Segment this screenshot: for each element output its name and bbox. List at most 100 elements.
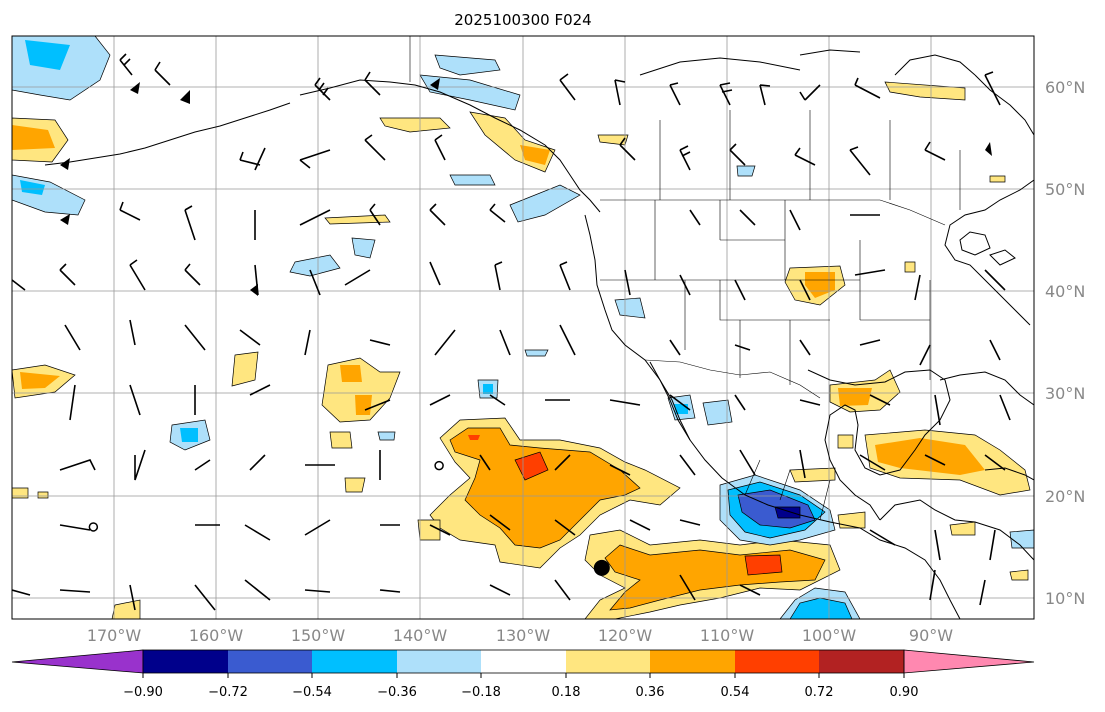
- contour-negative: [702, 399, 733, 426]
- wind-barb: [559, 261, 571, 291]
- wind-barb: [154, 61, 171, 86]
- contour-positive: [837, 511, 866, 529]
- colorbar-segment: [566, 650, 650, 673]
- contour-negative: [789, 597, 853, 619]
- lon-label: 140°W: [393, 626, 448, 645]
- wind-barb: [679, 574, 696, 601]
- contour-positive: [324, 214, 391, 225]
- colorbar-segment: [143, 650, 228, 673]
- lon-label: 100°W: [802, 626, 857, 645]
- contour-negative: [351, 237, 376, 259]
- lon-label: 160°W: [189, 626, 244, 645]
- wind-barb-flag: [60, 158, 70, 170]
- coastline-gulf: [807, 369, 951, 521]
- contour-positive: [355, 395, 372, 415]
- map-title: 2025100300 F024: [454, 11, 591, 29]
- wind-barb: [984, 269, 1006, 291]
- contour-positive: [329, 431, 353, 449]
- wind-barb: [734, 279, 746, 301]
- wind-barb: [379, 589, 401, 593]
- wind-barb: [759, 84, 771, 106]
- wind-barb: [494, 261, 503, 291]
- colorbar-tick-label: −0.18: [461, 685, 501, 700]
- wind-barb: [129, 259, 146, 291]
- wind-barb: [499, 329, 511, 356]
- wind-barb: [239, 329, 261, 346]
- colorbar-tick-label: −0.36: [377, 685, 417, 700]
- wind-barb: [799, 279, 811, 301]
- wind-barb: [739, 449, 756, 476]
- contour-negative: [449, 174, 496, 186]
- wind-barb: [679, 145, 691, 171]
- wind-barb: [429, 203, 446, 226]
- wind-barb: [254, 147, 266, 171]
- contour-positive: [340, 365, 362, 382]
- contour-negative: [180, 428, 198, 442]
- wind-barb: [609, 399, 641, 406]
- wind-barb: [119, 201, 141, 221]
- wind-barb: [614, 79, 626, 106]
- wind-barb: [679, 274, 691, 296]
- contour-positive: [20, 372, 60, 389]
- contour-negative: [20, 180, 45, 195]
- contour-positive: [417, 519, 441, 541]
- wind-barb: [344, 269, 371, 286]
- wind-barb: [489, 514, 511, 531]
- contour-negative: [25, 40, 70, 70]
- contour-positive: [468, 435, 480, 440]
- wind-barb: [799, 84, 821, 101]
- wind-barb: [679, 519, 701, 526]
- contour-positive: [344, 477, 366, 493]
- wind-barb: [869, 529, 896, 546]
- small-circle-marker: [88, 522, 99, 532]
- wind-barb: [739, 209, 756, 226]
- colorbar-ticks: [142, 673, 905, 678]
- wind-barb: [129, 319, 136, 346]
- wind-barb: [249, 454, 266, 471]
- coastline-labrador: [974, 74, 1034, 136]
- wind-barb: [309, 269, 321, 296]
- wind-barb: [429, 394, 451, 406]
- lat-label: 20°N: [1045, 487, 1085, 506]
- wind-barb: [609, 464, 631, 476]
- lon-label: 130°W: [496, 626, 551, 645]
- wind-barb: [369, 339, 391, 346]
- wind-barb: [434, 329, 456, 356]
- lon-label: 110°W: [700, 626, 755, 645]
- wind-barb: [929, 569, 936, 601]
- wind-barb: [249, 384, 271, 396]
- wind-barb-flag: [985, 142, 992, 156]
- wind-barb: [859, 454, 886, 471]
- wind-barb: [799, 449, 806, 479]
- coastline-greatlakes: [959, 231, 991, 256]
- wind-barb: [59, 263, 76, 286]
- wind-barb: [734, 394, 746, 411]
- contour-negative: [774, 506, 801, 519]
- storm-center-marker: [593, 559, 610, 576]
- contour-positive: [904, 261, 916, 273]
- wind-barb: [489, 203, 506, 223]
- lon-label: 170°W: [87, 626, 142, 645]
- borders: [409, 36, 961, 521]
- wind-barb: [854, 77, 881, 99]
- wind-barb: [934, 529, 941, 561]
- wind-barb: [924, 454, 946, 466]
- wind-barb-flag: [250, 284, 258, 296]
- wind-barb: [669, 394, 691, 411]
- contour-negative: [509, 184, 581, 223]
- coastline-arctic: [799, 49, 861, 56]
- contour-negative: [736, 165, 756, 177]
- wind-barb-flags: [60, 78, 992, 296]
- coastline-alaska: [299, 79, 601, 213]
- wind-barb: [999, 394, 1011, 421]
- wind-barb: [59, 524, 91, 531]
- colorbar-tick-label: 0.54: [721, 685, 750, 700]
- wind-barb: [194, 459, 211, 471]
- wind-barb: [624, 269, 631, 296]
- wind-barb: [364, 71, 381, 96]
- wind-barb: [669, 82, 681, 106]
- wind-barb: [239, 151, 261, 166]
- wind-barb: [304, 519, 331, 536]
- lon-axis: 170°W 160°W 150°W 140°W 130°W 120°W 110°…: [87, 626, 953, 645]
- wind-barb: [739, 584, 761, 596]
